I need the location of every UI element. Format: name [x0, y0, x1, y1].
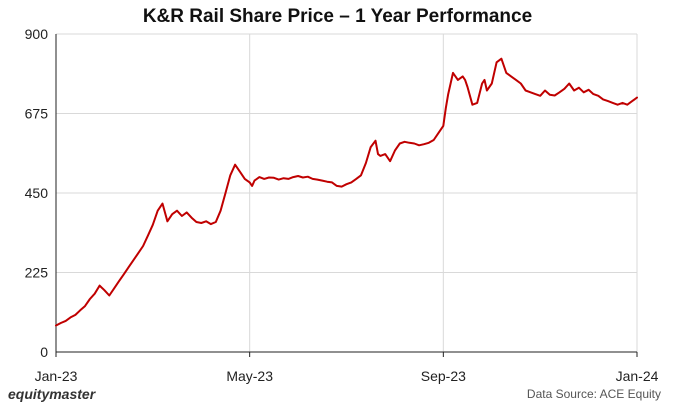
y-tick-label: 675 — [25, 106, 49, 122]
x-axis-ticks: Jan-23 May-23 Sep-23 Jan-24 — [35, 368, 659, 384]
series-layer — [55, 57, 638, 327]
x-tick-label: Jan-24 — [616, 368, 659, 384]
x-tick-label: May-23 — [226, 368, 273, 384]
y-tick-label: 0 — [40, 344, 48, 360]
y-tick-label: 450 — [25, 185, 49, 201]
y-tick-label: 900 — [25, 26, 49, 42]
chart-title: K&R Rail Share Price – 1 Year Performanc… — [142, 6, 533, 27]
brand-logo-text: equitymaster — [8, 386, 96, 402]
x-tick-label: Jan-23 — [35, 368, 78, 384]
y-axis-ticks: 0 225 450 675 900 — [25, 26, 49, 360]
x-tick-label: Sep-23 — [421, 368, 466, 384]
data-source-note: Data Source: ACE Equity — [526, 387, 661, 401]
series-line-kr-rail — [55, 57, 638, 327]
gridlines — [55, 33, 638, 352]
y-tick-label: 225 — [25, 265, 49, 281]
axes — [55, 34, 638, 357]
